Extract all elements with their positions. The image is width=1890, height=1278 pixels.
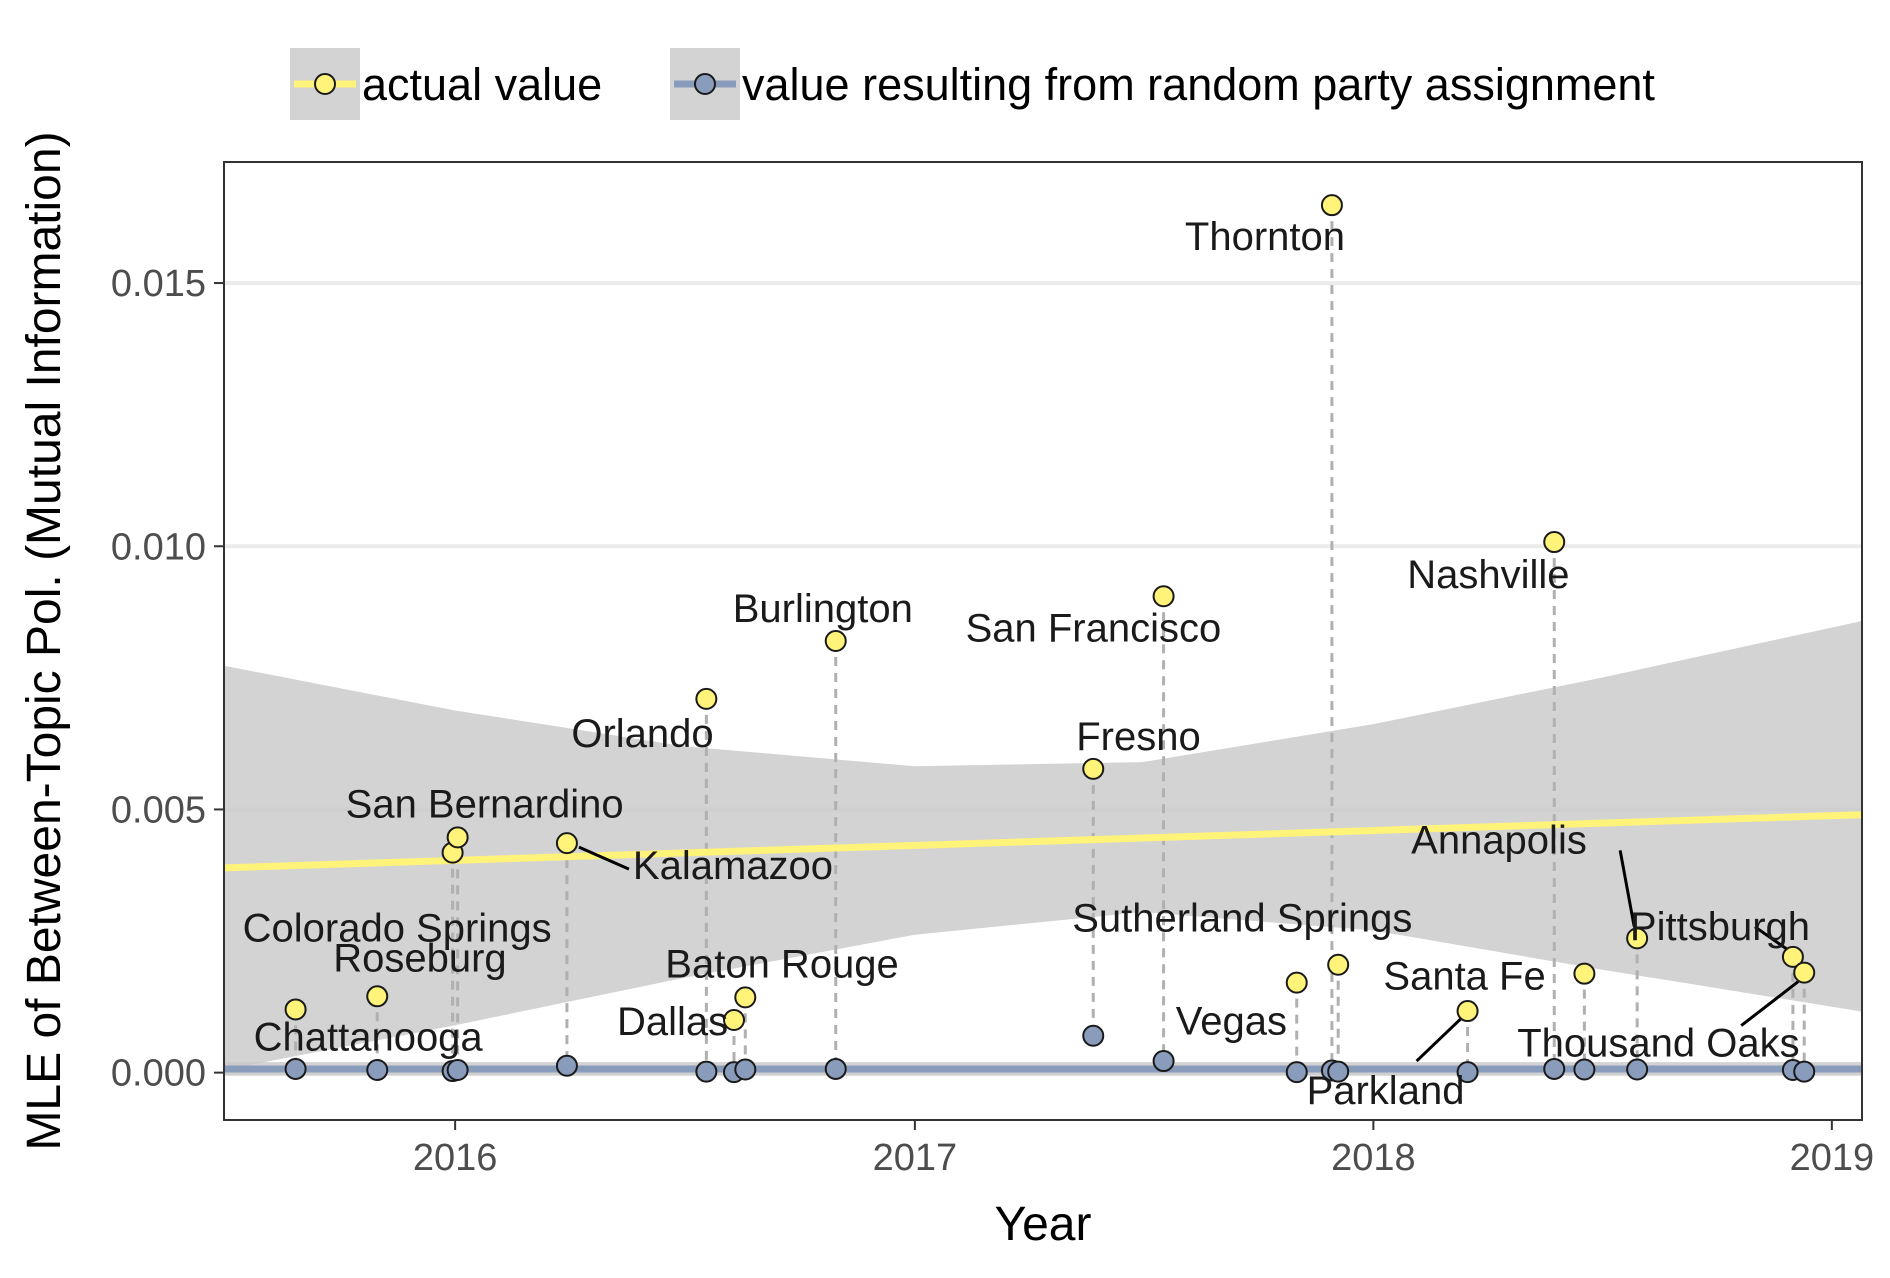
point-actual xyxy=(695,687,718,710)
points xyxy=(284,194,1816,1084)
point-random xyxy=(824,1057,847,1080)
point-actual xyxy=(1456,1000,1479,1023)
point-actual xyxy=(1152,585,1175,608)
confidence-bands xyxy=(224,620,1862,1076)
x-tick-label: 2016 xyxy=(413,1137,498,1179)
label-leader xyxy=(1618,850,1636,927)
x-tick-label: 2019 xyxy=(1790,1137,1875,1179)
point-actual xyxy=(446,826,469,849)
label-leader xyxy=(578,845,630,871)
x-axis-title: Year xyxy=(995,1198,1092,1251)
point-label: Vegas xyxy=(1176,1000,1287,1044)
legend-label-random: value resulting from random party assign… xyxy=(742,59,1655,110)
x-tick-label: 2017 xyxy=(873,1137,958,1179)
point-label: Baton Rouge xyxy=(665,942,899,986)
panel-border xyxy=(223,161,1863,1121)
point-actual xyxy=(1626,927,1649,950)
point-label: Dallas xyxy=(617,1000,728,1044)
point-label: Annapolis xyxy=(1411,818,1587,862)
point-label: Colorado Springs xyxy=(243,907,552,951)
point-label: Santa Fe xyxy=(1383,955,1545,999)
trend-line-actual xyxy=(223,811,1863,872)
point-random xyxy=(1152,1050,1175,1073)
legend-key-random-point xyxy=(694,73,716,95)
point-actual xyxy=(722,1008,745,1031)
axes: 0.000 0.005 0.010 0.015 2016 2017 2018 2019 xyxy=(111,263,1874,1179)
point-actual xyxy=(1543,531,1566,554)
label-leader xyxy=(1415,1016,1463,1063)
point-label: Parkland xyxy=(1307,1069,1465,1113)
point-label: Kalamazoo xyxy=(633,844,833,888)
point-actual xyxy=(1320,194,1343,217)
y-tick-label: 0.000 xyxy=(111,1053,206,1095)
point-random xyxy=(446,1058,469,1081)
point-actual xyxy=(284,998,307,1021)
point-random xyxy=(1285,1061,1308,1084)
point-actual xyxy=(555,832,578,855)
y-tick-label: 0.015 xyxy=(111,263,206,305)
label-leader xyxy=(1754,925,1789,952)
x-tick-label: 2018 xyxy=(1331,1137,1416,1179)
legend-label-actual: actual value xyxy=(362,59,602,110)
point-random xyxy=(1626,1058,1649,1081)
point-random xyxy=(555,1054,578,1077)
point-actual xyxy=(1781,945,1804,968)
confidence-band-actual xyxy=(224,620,1862,1070)
point-random xyxy=(284,1057,307,1080)
point-label: Pittsburgh xyxy=(1630,905,1810,949)
label-leaders xyxy=(578,845,1800,1063)
point-actual xyxy=(1327,953,1350,976)
point-random xyxy=(695,1060,718,1083)
point-label: Orlando xyxy=(571,712,713,756)
point-random xyxy=(1573,1058,1596,1081)
y-tick-label: 0.010 xyxy=(111,526,206,568)
point-random xyxy=(1543,1057,1566,1080)
point-label: San Francisco xyxy=(966,606,1222,650)
y-tick-label: 0.005 xyxy=(111,789,206,831)
legend: actual value value resulting from random… xyxy=(290,48,1655,120)
point-random xyxy=(1327,1060,1350,1083)
point-label: Roseburg xyxy=(333,936,506,980)
point-random xyxy=(1793,1060,1816,1083)
point-label: Thornton xyxy=(1185,215,1345,259)
point-actual xyxy=(366,985,389,1008)
point-actual xyxy=(1285,971,1308,994)
point-actual xyxy=(1082,757,1105,780)
point-random xyxy=(366,1058,389,1081)
point-label: Fresno xyxy=(1076,715,1201,759)
y-axis-title: MLE of Between-Topic Pol. (Mutual Inform… xyxy=(18,131,71,1150)
point-actual xyxy=(824,630,847,652)
point-random xyxy=(734,1058,757,1081)
point-random xyxy=(1456,1061,1479,1084)
legend-key-actual-point xyxy=(314,73,336,95)
point-label: San Bernardino xyxy=(346,782,624,826)
point-label: Chattanooga xyxy=(254,1015,484,1059)
point-actual xyxy=(1573,962,1596,985)
point-label: Burlington xyxy=(733,587,913,631)
point-label: Sutherland Springs xyxy=(1072,897,1412,941)
point-actual xyxy=(734,986,757,1009)
point-label: Thousand Oaks xyxy=(1517,1022,1799,1066)
point-label: Nashville xyxy=(1407,553,1569,597)
point-random xyxy=(1082,1024,1105,1047)
label-leader xyxy=(1740,980,1800,1027)
point-actual xyxy=(1793,961,1816,984)
